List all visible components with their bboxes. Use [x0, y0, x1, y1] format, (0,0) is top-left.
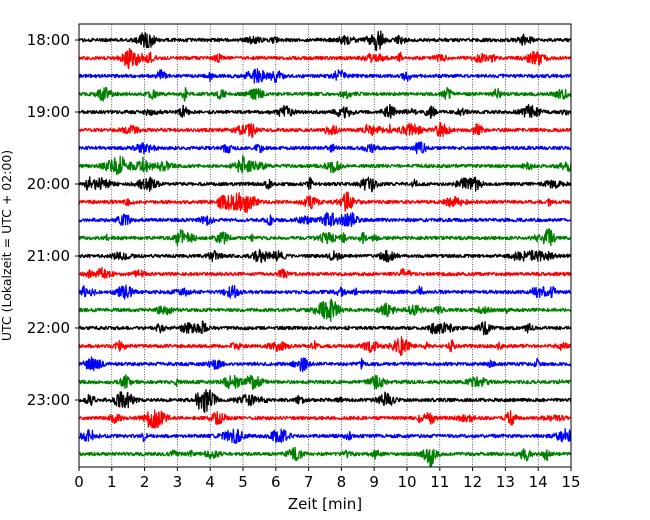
x-tick-label: 12: [463, 473, 482, 491]
x-tick-label: 15: [561, 473, 580, 491]
x-tick-label: 9: [369, 473, 379, 491]
x-tick-label: 2: [140, 473, 150, 491]
seismogram-trace: [78, 228, 572, 247]
seismogram-trace: [78, 298, 572, 323]
plot-frame: [78, 23, 572, 468]
x-tick-label: 14: [529, 473, 548, 491]
seismogram-trace: [78, 446, 572, 468]
seismogram-trace: [78, 211, 572, 227]
y-tick-label: 21:00: [27, 247, 70, 265]
seismogram-trace: [78, 374, 572, 390]
seismogram-trace: [78, 68, 572, 84]
y-tick-label: 22:00: [27, 319, 70, 337]
x-tick-label: 13: [496, 473, 515, 491]
y-tick-label: 23:00: [27, 391, 70, 409]
x-axis-label: Zeit [min]: [288, 495, 362, 513]
seismogram-trace: [78, 47, 572, 70]
x-tick-label: 4: [205, 473, 215, 491]
x-tick-label: 11: [430, 473, 449, 491]
seismogram-traces: [78, 30, 572, 468]
y-tick-label: 20:00: [27, 175, 70, 193]
x-tick-label: 1: [107, 473, 117, 491]
seismogram-trace: [78, 86, 572, 102]
x-tick-label: 7: [304, 473, 314, 491]
y-axis-label: UTC (Lokalzeit = UTC + 02:00): [0, 150, 14, 341]
seismogram-trace: [78, 266, 572, 280]
seismogram-trace: [78, 176, 572, 193]
seismogram-trace: [78, 122, 572, 138]
x-tick-label: 3: [173, 473, 183, 491]
seismogram-trace: [78, 409, 572, 429]
x-tick-label: 5: [238, 473, 248, 491]
y-tick-label: 19:00: [27, 103, 70, 121]
seismogram-trace: [78, 30, 572, 51]
y-tick-label: 18:00: [27, 31, 70, 49]
seismogram-trace: [78, 356, 572, 373]
x-axis-ticks: 0 1 2 3 4 5 6 7 8 9 10 11 12 13 14 15: [74, 467, 581, 491]
seismogram-trace: [78, 284, 572, 300]
x-tick-label: 8: [337, 473, 347, 491]
seismogram-trace: [78, 428, 572, 444]
x-tick-label: 6: [271, 473, 281, 491]
y-axis-ticks: 18:00 19:00 20:00 21:00 22:00 23:00: [27, 31, 79, 409]
seismogram-trace: [78, 141, 572, 155]
x-tick-label: 0: [74, 473, 84, 491]
seismogram-trace: [78, 336, 572, 357]
seismogram-trace: [78, 155, 572, 175]
seismogram-trace: [78, 248, 572, 264]
seismogram-trace: [78, 191, 572, 214]
seismogram-trace: [78, 389, 572, 414]
seismogram-trace: [78, 320, 572, 336]
seismogram-trace: [78, 103, 572, 119]
x-tick-label: 10: [397, 473, 416, 491]
